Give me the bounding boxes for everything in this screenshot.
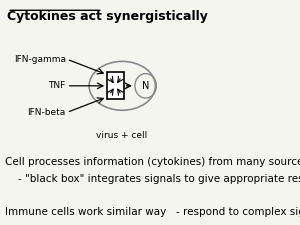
Text: virus + cell: virus + cell [96,131,147,140]
Bar [107,72,124,99]
Text: IFN-beta: IFN-beta [28,108,66,117]
Text: Immune cells work similar way   - respond to complex signals: Immune cells work similar way - respond … [5,207,300,217]
Text: TNF: TNF [49,81,66,90]
Text: Cytokines act synergistically: Cytokines act synergistically [7,10,208,23]
Text: Cell processes information (cytokines) from many sources: Cell processes information (cytokines) f… [5,157,300,167]
Text: - "black box" integrates signals to give appropriate response: - "black box" integrates signals to give… [5,174,300,184]
Text: N: N [142,81,149,91]
Text: IFN-gamma: IFN-gamma [14,55,66,64]
